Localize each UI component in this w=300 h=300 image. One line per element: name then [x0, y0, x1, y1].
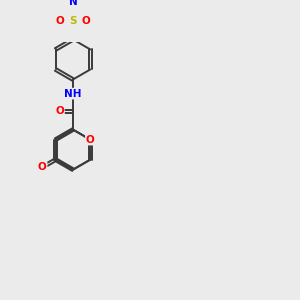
Text: NH: NH [64, 88, 82, 99]
Text: O: O [86, 135, 95, 145]
Text: O: O [56, 16, 64, 26]
Text: S: S [69, 16, 77, 26]
Text: N: N [69, 0, 77, 8]
Text: O: O [81, 16, 90, 26]
Text: O: O [38, 162, 46, 172]
Text: O: O [55, 106, 64, 116]
